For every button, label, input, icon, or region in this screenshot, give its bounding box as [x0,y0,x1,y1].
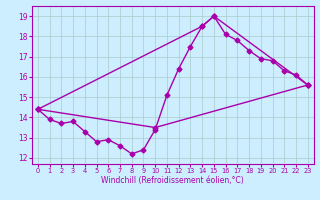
X-axis label: Windchill (Refroidissement éolien,°C): Windchill (Refroidissement éolien,°C) [101,176,244,185]
